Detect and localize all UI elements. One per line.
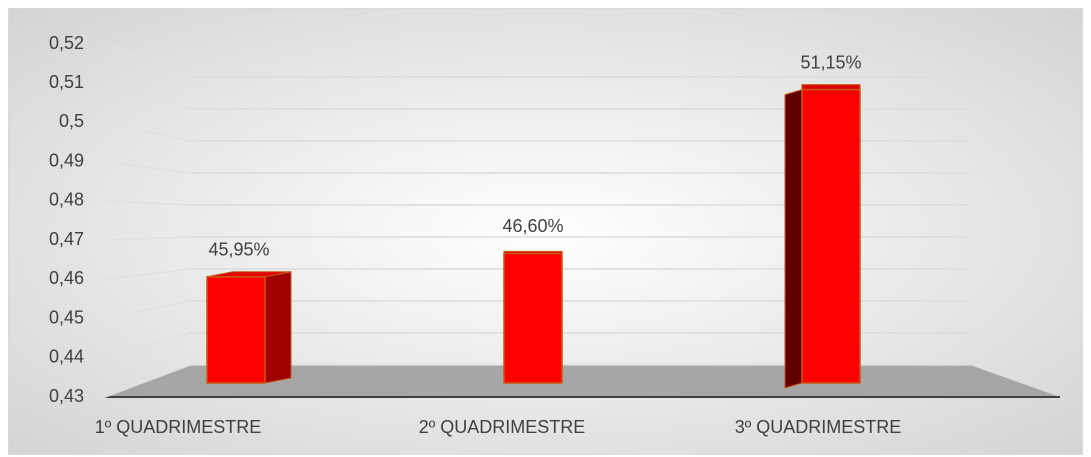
y-tick-label: 0,51 (49, 72, 84, 92)
grid-line (104, 121, 191, 142)
y-tick-label: 0,45 (49, 307, 84, 327)
bar (801, 88, 861, 384)
grid-line (104, 300, 191, 320)
grid-line (104, 160, 191, 174)
x-tick-label: 2º QUADRIMESTRE (419, 417, 586, 437)
y-tick-label: 0,49 (49, 150, 84, 170)
y-tick-label: 0,44 (49, 347, 84, 367)
bar (503, 252, 563, 384)
x-tick-label: 1º QUADRIMESTRE (95, 417, 262, 437)
data-label: 45,95% (208, 240, 269, 260)
y-tick-label: 0,43 (49, 386, 84, 406)
x-tick-label: 3º QUADRIMESTRE (735, 417, 902, 437)
bar (206, 276, 266, 384)
y-tick-label: 0,52 (49, 33, 84, 53)
y-tick-label: 0,47 (49, 229, 84, 249)
data-label: 46,60% (502, 216, 563, 236)
bar-side (264, 271, 292, 384)
y-tick-label: 0,46 (49, 268, 84, 288)
y-tick-label: 0,5 (59, 111, 84, 131)
y-tick-label: 0,48 (49, 190, 84, 210)
grid-line (104, 332, 191, 359)
grid-line (104, 43, 191, 78)
data-label: 51,15% (800, 52, 861, 72)
grid-line (104, 82, 191, 110)
grid-line (104, 200, 191, 206)
grid-line (104, 268, 191, 281)
grid-line (104, 236, 191, 241)
grid-line (104, 364, 191, 398)
bar-side (784, 88, 803, 389)
